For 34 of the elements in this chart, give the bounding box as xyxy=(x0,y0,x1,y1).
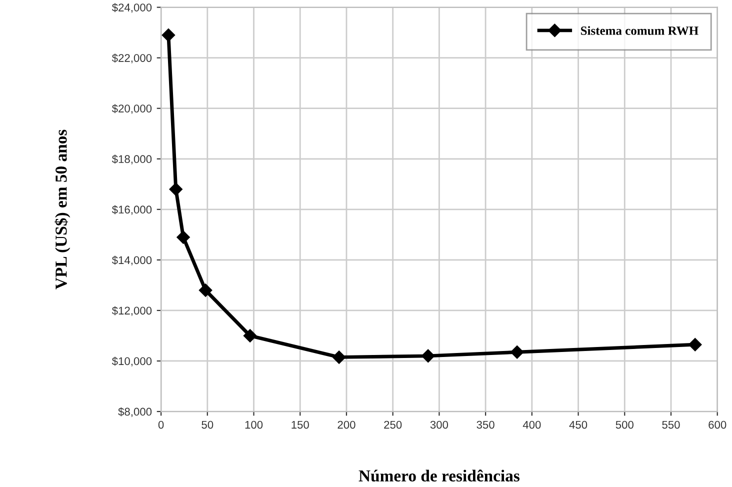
x-axis-title: Número de residências xyxy=(358,470,520,482)
x-tick-label: 0 xyxy=(158,420,164,429)
x-tick-label: 100 xyxy=(245,420,263,429)
legend-label: Sistema comum RWH xyxy=(580,26,698,35)
x-tick-label: 150 xyxy=(292,420,309,429)
point xyxy=(162,28,176,42)
point xyxy=(332,350,346,364)
point xyxy=(176,230,190,244)
point xyxy=(421,349,435,363)
point xyxy=(169,182,182,196)
y-tick-label: $8,000 xyxy=(118,407,152,417)
point xyxy=(198,284,212,297)
x-tick-label: 200 xyxy=(338,420,356,429)
point xyxy=(510,346,524,359)
y-tick-label: $14,000 xyxy=(112,256,152,266)
x-tick-label: 500 xyxy=(616,420,634,429)
y-tick-label: $20,000 xyxy=(112,104,152,114)
y-tick-label: $10,000 xyxy=(112,356,152,366)
y-tick-label: $24,000 xyxy=(112,3,152,13)
y-tick-label: $16,000 xyxy=(112,205,152,215)
point xyxy=(243,329,257,342)
x-tick-label: 550 xyxy=(662,420,680,429)
y-axis-title: VPL (US$) em 50 anos xyxy=(54,130,70,290)
x-tick-label: 250 xyxy=(384,420,402,429)
x-tick-label: 450 xyxy=(569,420,588,429)
x-tick-label: 600 xyxy=(708,420,726,429)
x-tick-label: 350 xyxy=(476,420,494,429)
y-tick-label: $18,000 xyxy=(112,154,152,164)
x-tick-label: 400 xyxy=(522,420,541,429)
y-tick-label: $12,000 xyxy=(112,306,152,316)
x-tick-label: 50 xyxy=(202,420,214,429)
y-tick-label: $22,000 xyxy=(112,54,152,64)
x-tick-label: 300 xyxy=(430,420,448,429)
point xyxy=(688,338,702,352)
